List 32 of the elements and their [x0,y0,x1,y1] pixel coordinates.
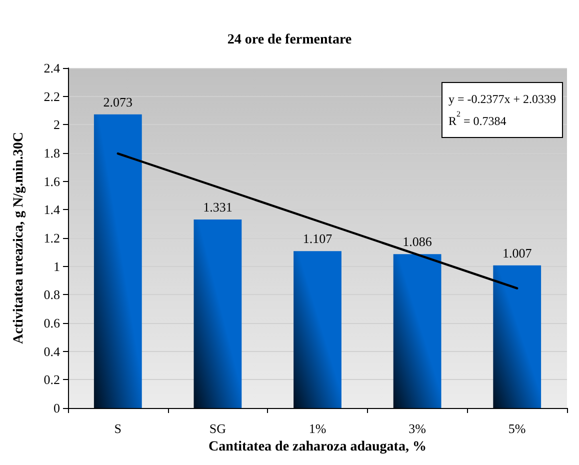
bar [194,219,242,408]
data-label: 2.073 [103,94,133,110]
x-tick-label: 1% [308,421,326,436]
y-axis-title: Activitatea ureazica, g N/g.min.30C [12,132,26,344]
y-tick-label: 1.8 [44,146,60,160]
y-tick-label: 0.2 [44,372,60,388]
y-tick-label: 2.2 [44,88,60,104]
data-label: 1.107 [302,231,333,246]
y-tick-label: 1.6 [44,174,60,189]
bar [94,114,142,408]
y-tick-label: 2.4 [44,60,60,76]
bar [393,254,442,408]
bar [294,251,342,408]
annotation: y = -0.2377x + 2.0339 [448,92,556,106]
data-label: 1.007 [502,245,532,260]
data-label: 1.086 [402,234,432,250]
y-tick-label: 1.2 [44,230,60,246]
chart-title: 24 ore de fermentare [227,32,352,48]
y-tick-label: 0.4 [44,344,60,359]
y-tick-label: 2 [54,117,60,132]
x-tick-label: 3% [408,421,426,436]
x-tick-label: 5% [508,421,526,436]
y-tick-label: 1.4 [44,202,60,218]
x-tick-label: S [114,421,122,436]
x-tick-label: SG [209,421,226,436]
y-tick-label: 0 [54,400,60,416]
x-axis-title: Cantitatea de zaharoza adaugata, % [208,439,426,454]
y-tick-label: 1 [54,258,60,274]
y-tick-label: 0.6 [44,316,60,330]
y-tick-label: 0.8 [44,287,60,302]
data-label: 1.331 [203,199,232,214]
bar [493,265,542,408]
